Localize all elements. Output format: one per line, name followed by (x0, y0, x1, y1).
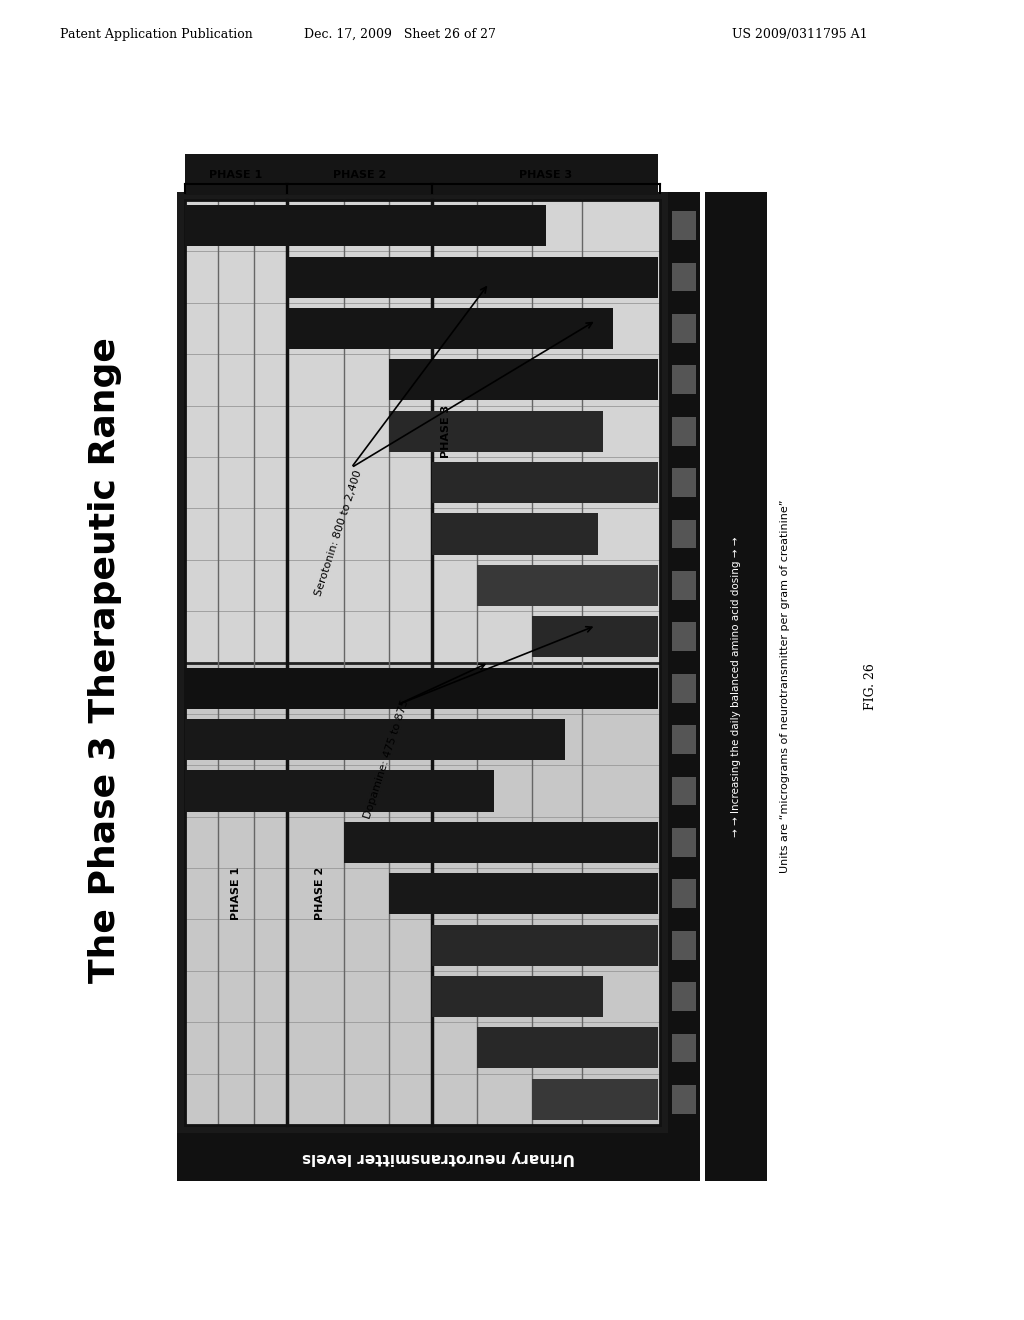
Bar (672, 776, 696, 805)
Bar (672, 469, 696, 498)
Bar (185, 920, 660, 970)
Bar (531, 616, 657, 657)
Text: Units are “micrograms of neurotransmitter per gram of creatinine”: Units are “micrograms of neurotransmitte… (780, 500, 790, 874)
Bar (432, 513, 598, 554)
Bar (185, 817, 660, 869)
Bar (672, 725, 696, 754)
Text: PHASE 1: PHASE 1 (231, 867, 241, 920)
Bar (432, 924, 657, 966)
Bar (672, 982, 696, 1011)
Bar (477, 1027, 657, 1068)
Bar (432, 975, 603, 1018)
Text: PHASE 3: PHASE 3 (519, 170, 572, 180)
Text: PHASE 2: PHASE 2 (314, 867, 325, 920)
Bar (705, 191, 767, 1181)
Bar (185, 457, 660, 508)
Bar (185, 714, 660, 766)
Bar (672, 263, 696, 292)
Bar (668, 191, 700, 1133)
Bar (185, 560, 660, 611)
Bar (185, 663, 660, 714)
Bar (672, 1085, 696, 1114)
Bar (672, 314, 696, 343)
Bar (477, 565, 657, 606)
Bar (185, 405, 660, 457)
Text: → → Increasing the daily balanced amino acid dosing → →: → → Increasing the daily balanced amino … (731, 536, 741, 837)
Text: PHASE 3: PHASE 3 (441, 405, 451, 458)
Bar (432, 462, 657, 503)
Bar (672, 673, 696, 702)
Bar (185, 766, 660, 817)
Bar (185, 302, 660, 354)
Bar (185, 719, 565, 760)
Bar (185, 508, 660, 560)
Text: Urinary neurotransmitter levels: Urinary neurotransmitter levels (302, 1150, 575, 1164)
Bar (185, 771, 494, 812)
Bar (177, 1133, 700, 1181)
Bar (672, 879, 696, 908)
Bar (672, 828, 696, 857)
Bar (185, 205, 546, 247)
Bar (672, 931, 696, 960)
Text: Dec. 17, 2009   Sheet 26 of 27: Dec. 17, 2009 Sheet 26 of 27 (304, 28, 496, 41)
Bar (672, 623, 696, 651)
Bar (185, 869, 660, 920)
Bar (344, 822, 657, 863)
Bar (185, 611, 660, 663)
Bar (672, 1034, 696, 1063)
Bar (185, 201, 660, 1125)
Bar (185, 201, 660, 251)
Text: PHASE 2: PHASE 2 (333, 170, 386, 180)
Bar (185, 668, 657, 709)
Text: FIG. 26: FIG. 26 (863, 663, 877, 710)
Bar (672, 211, 696, 240)
Bar (185, 970, 660, 1022)
Text: PHASE 1: PHASE 1 (210, 170, 263, 180)
Bar (185, 1073, 660, 1125)
Bar (389, 359, 657, 400)
Bar (185, 1022, 660, 1073)
Text: US 2009/0311795 A1: US 2009/0311795 A1 (732, 28, 867, 41)
Text: The Phase 3 Therapeutic Range: The Phase 3 Therapeutic Range (88, 337, 122, 983)
Bar (672, 572, 696, 599)
Bar (672, 520, 696, 548)
Text: Serotonin: 800 to 2,400: Serotonin: 800 to 2,400 (313, 470, 364, 598)
Bar (389, 874, 657, 915)
Bar (185, 153, 657, 195)
Bar (672, 417, 696, 446)
Bar (185, 354, 660, 405)
Bar (531, 1078, 657, 1119)
Text: Patent Application Publication: Patent Application Publication (60, 28, 253, 41)
Bar (177, 191, 668, 1133)
Bar (185, 251, 660, 302)
Bar (672, 366, 696, 395)
Text: Dopamine: 475 to 875: Dopamine: 475 to 875 (362, 698, 411, 820)
Bar (287, 308, 612, 348)
Bar (287, 256, 657, 297)
Bar (389, 411, 603, 451)
